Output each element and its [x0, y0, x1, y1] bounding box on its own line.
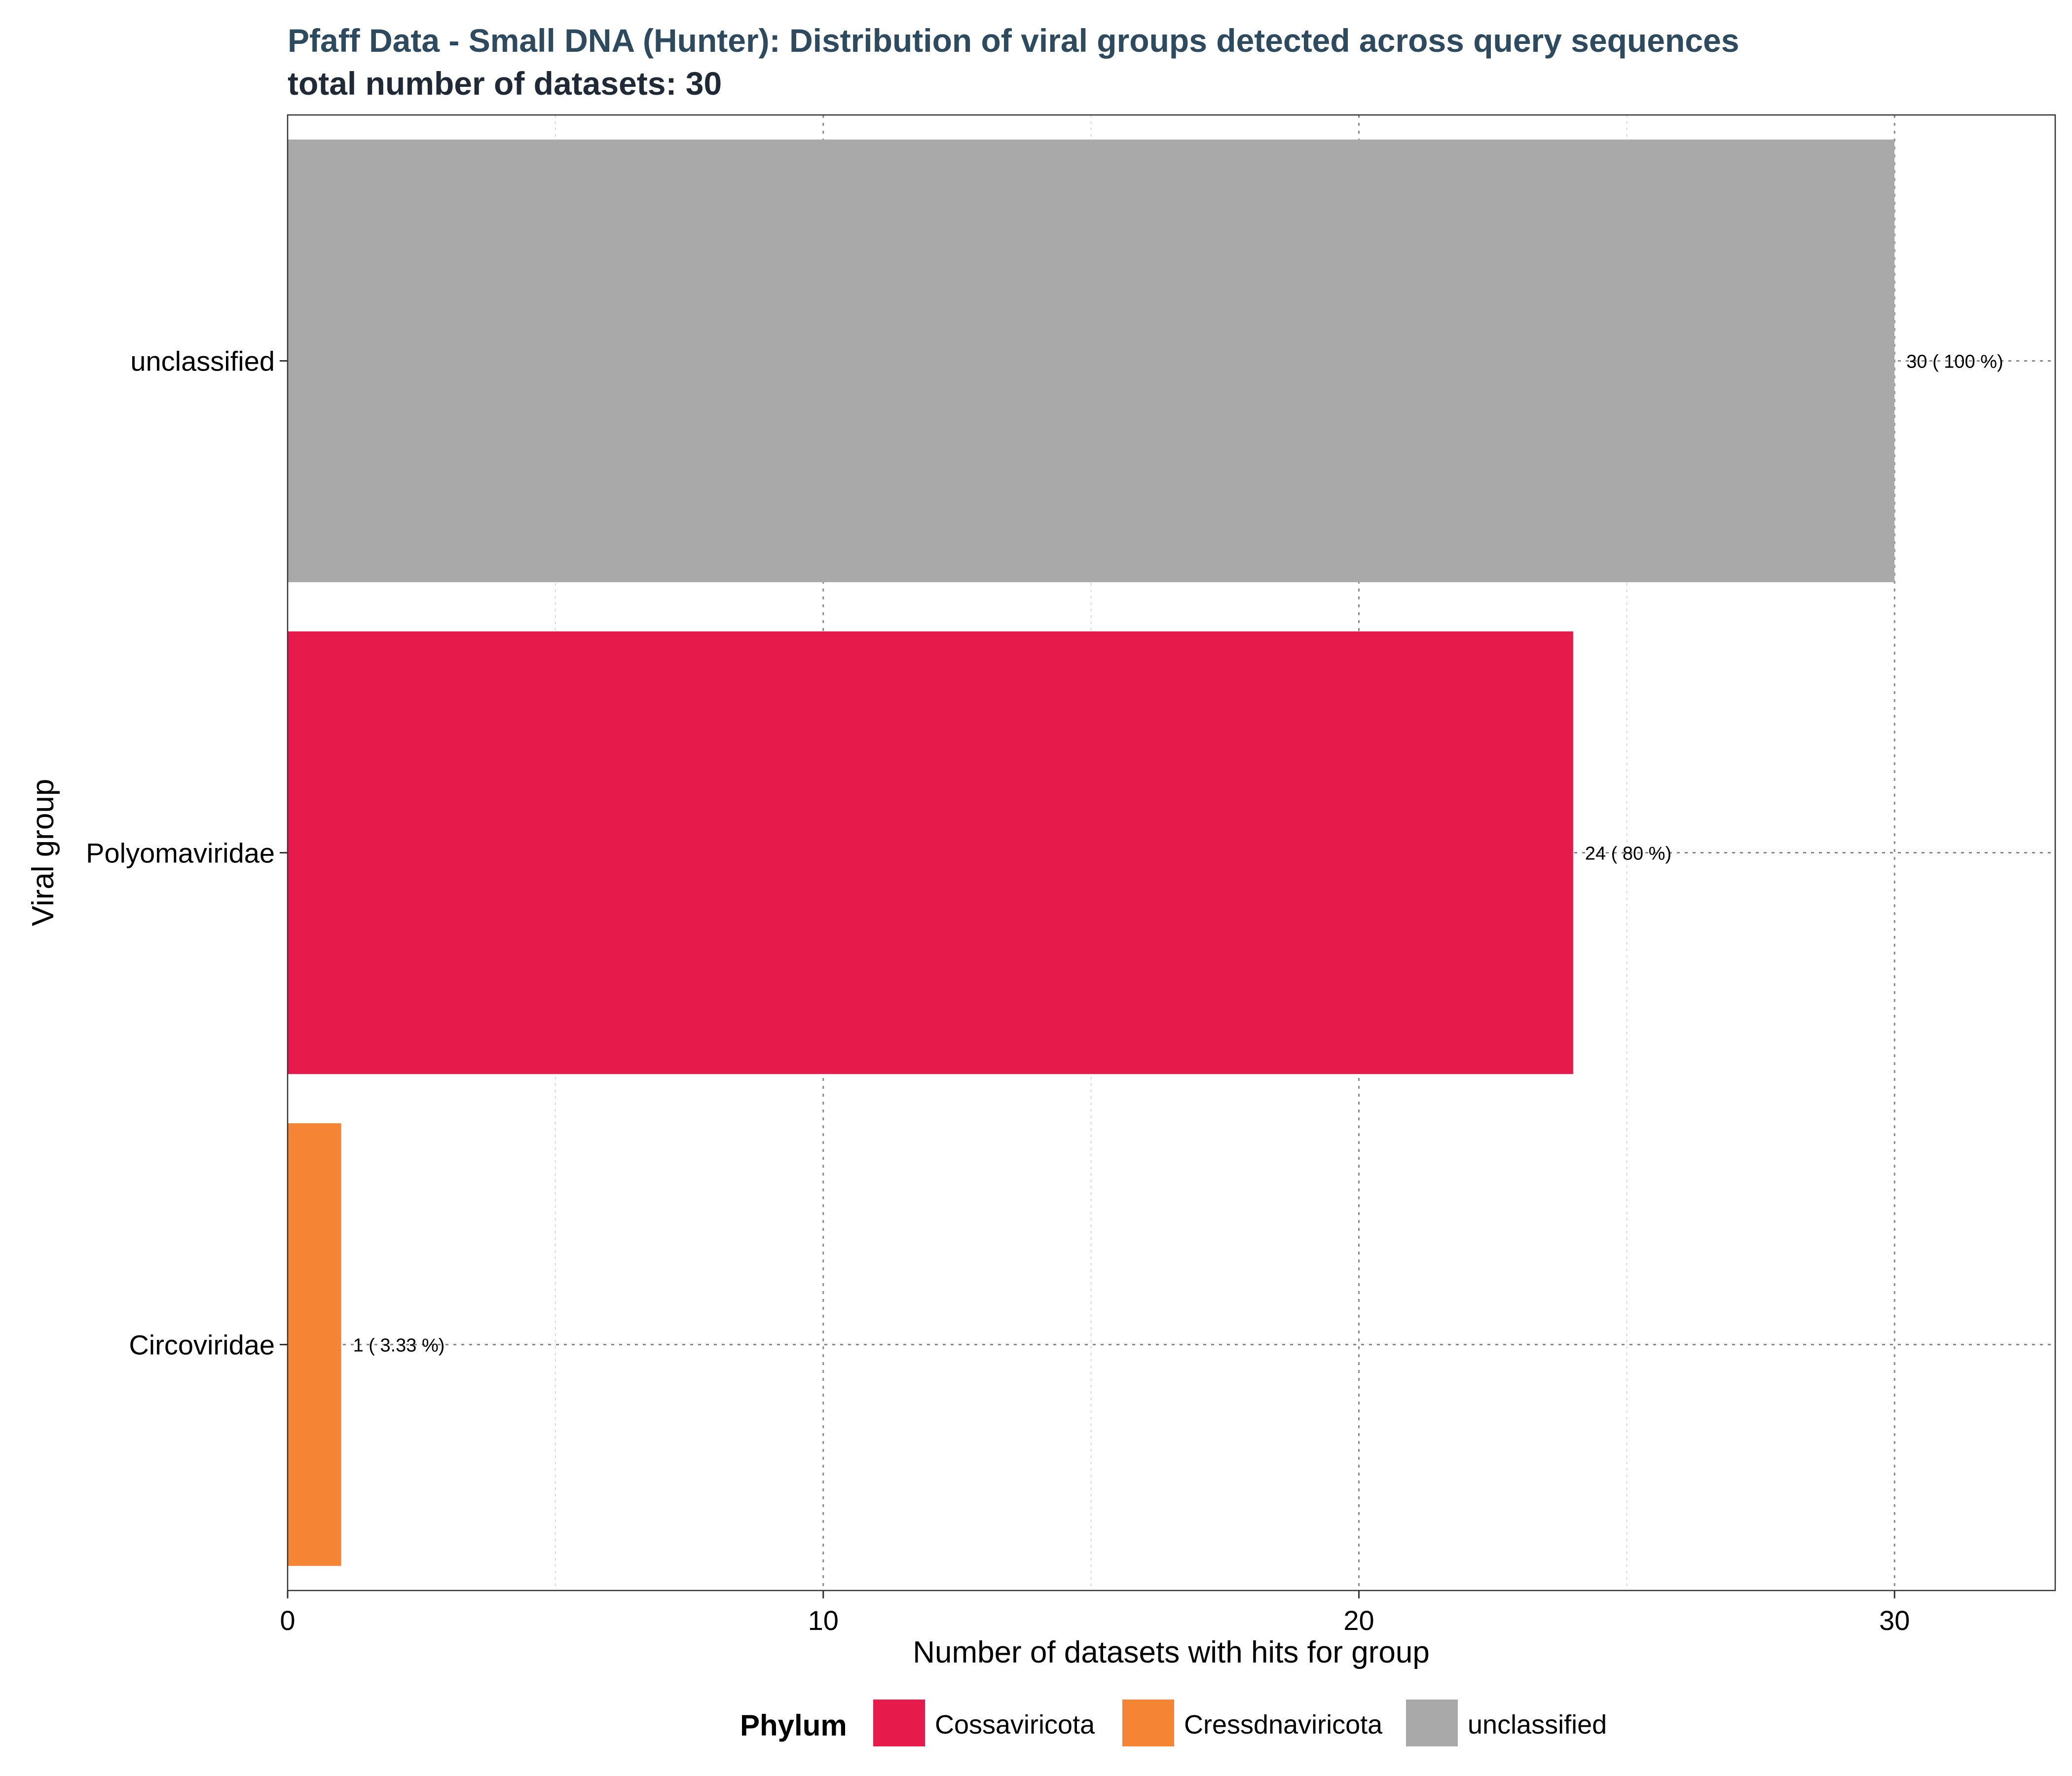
legend-swatch	[1406, 1700, 1458, 1746]
x-axis: 0 10 20 30	[280, 1591, 1910, 1636]
data-label: 1 ( 3.33 %)	[353, 1335, 445, 1356]
legend-label: unclassified	[1468, 1710, 1607, 1739]
y-tick-label: unclassified	[130, 346, 275, 377]
x-tick-label: 30	[1879, 1605, 1910, 1636]
x-tick-label: 0	[280, 1605, 295, 1636]
bar	[288, 139, 1895, 583]
bar	[288, 631, 1573, 1074]
bar	[288, 1123, 341, 1566]
data-label: 30 ( 100 %)	[1906, 352, 2003, 372]
y-tick-label: Circoviridae	[129, 1330, 275, 1361]
legend-label: Cressdnaviricota	[1184, 1710, 1383, 1739]
legend-swatch	[1122, 1700, 1174, 1746]
x-tick-label: 10	[808, 1605, 839, 1636]
legend: Phylum Cossaviricota Cressdnaviricota uncl…	[740, 1700, 1607, 1746]
bars	[288, 139, 1895, 1566]
chart-subtitle: total number of datasets: 30	[288, 65, 722, 102]
y-axis: unclassified Polyomaviridae Circoviridae	[86, 346, 288, 1361]
x-axis-title: Number of datasets with hits for group	[913, 1635, 1430, 1669]
legend-swatch	[873, 1700, 925, 1746]
y-tick-label: Polyomaviridae	[86, 838, 275, 869]
legend-title: Phylum	[740, 1709, 847, 1742]
chart-title: Pfaff Data - Small DNA (Hunter): Distrib…	[288, 22, 1739, 59]
data-label: 24 ( 80 %)	[1585, 844, 1671, 864]
data-labels: 30 ( 100 %) 24 ( 80 %) 1 ( 3.33 %)	[353, 352, 2003, 1356]
x-tick-label: 20	[1343, 1605, 1374, 1636]
y-axis-title: Viral group	[26, 779, 60, 926]
legend-label: Cossaviricota	[935, 1710, 1095, 1739]
